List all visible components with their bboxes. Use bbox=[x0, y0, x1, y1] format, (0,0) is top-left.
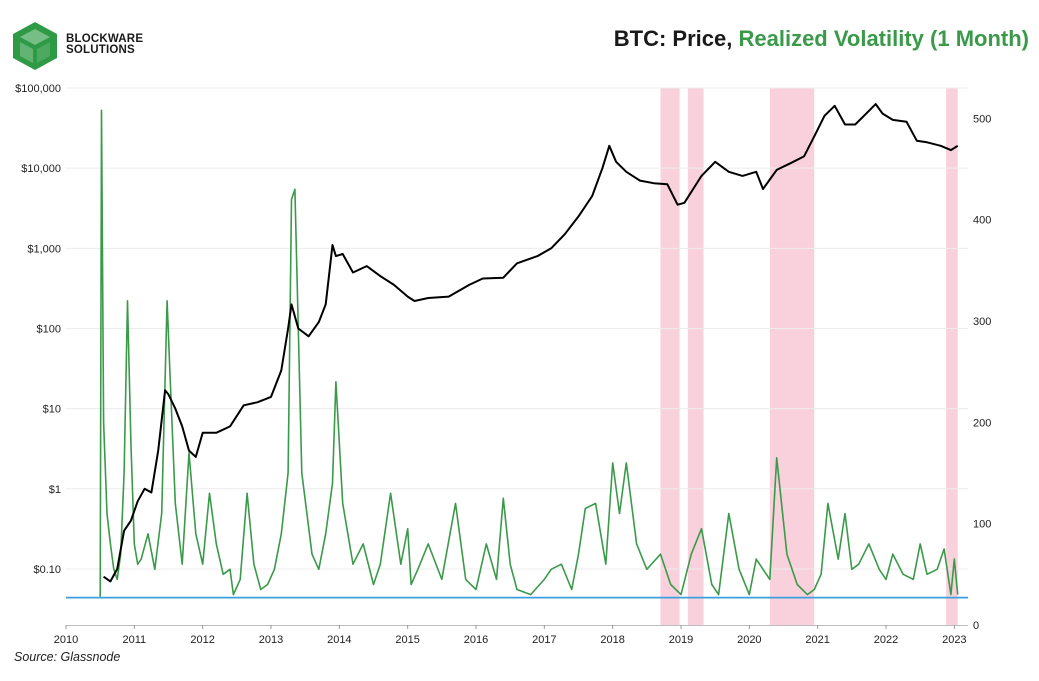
y-right-tick-label: 0 bbox=[973, 620, 979, 632]
x-tick-label: 2014 bbox=[327, 634, 351, 646]
brand-line-2: SOLUTIONS bbox=[66, 44, 135, 56]
y-left-tick-label: $1 bbox=[49, 484, 61, 496]
volatility-series bbox=[99, 109, 959, 597]
y-right-tick-label: 400 bbox=[973, 215, 991, 227]
y-left-tick-label: $10 bbox=[43, 404, 61, 416]
y-right-tick-label: 300 bbox=[973, 316, 991, 328]
left-axis-ticks: $0.10 $1 $10 $100 $1,000 $10,000 $100,000 bbox=[15, 83, 61, 576]
cube-top-face bbox=[20, 29, 50, 45]
x-tick-label: 2013 bbox=[259, 634, 283, 646]
brand-logo: BLOCKWARE SOLUTIONS bbox=[10, 20, 150, 72]
shaded-period-3 bbox=[946, 88, 958, 625]
shaded-period-2 bbox=[769, 88, 815, 625]
brand-line-1: BLOCKWARE bbox=[66, 33, 144, 45]
x-tick-label: 2011 bbox=[123, 634, 147, 646]
x-axis-ticks: 2010 2011 2012 2013 2014 2015 2016 2017 2018 2019… bbox=[54, 625, 967, 646]
x-tick-label: 2016 bbox=[464, 634, 488, 646]
y-left-tick-label: $100 bbox=[37, 323, 61, 335]
cube-left-face bbox=[20, 42, 33, 63]
chart-title-part-price: BTC: Price, bbox=[613, 26, 739, 51]
price-line bbox=[103, 103, 959, 583]
blockware-cube-icon bbox=[13, 22, 57, 70]
x-tick-label: 2012 bbox=[190, 634, 214, 646]
y-left-tick-label: $100,000 bbox=[15, 83, 61, 95]
y-left-tick-label: $1,000 bbox=[27, 243, 61, 255]
y-left-tick-label: $10,000 bbox=[21, 163, 61, 175]
shaded-period-1 bbox=[687, 88, 704, 625]
x-tick-label: 2020 bbox=[737, 634, 761, 646]
gridlines bbox=[66, 87, 968, 570]
x-tick-label: 2022 bbox=[874, 634, 898, 646]
cube-body bbox=[13, 22, 57, 70]
x-tick-label: 2019 bbox=[669, 634, 693, 646]
y-right-tick-label: 200 bbox=[973, 417, 991, 429]
x-tick-label: 2017 bbox=[532, 634, 556, 646]
y-right-tick-label: 100 bbox=[973, 519, 991, 531]
volatility-line bbox=[99, 109, 959, 597]
cube-right-face bbox=[37, 42, 50, 63]
x-tick-label: 2023 bbox=[942, 634, 966, 646]
source-note: Source: Glassnode bbox=[14, 650, 121, 664]
shaded-periods bbox=[660, 88, 958, 625]
price-series bbox=[103, 103, 959, 583]
x-tick-label: 2021 bbox=[805, 634, 829, 646]
chart-title-part-volatility: Realized Volatility (1 Month) bbox=[738, 26, 1029, 51]
brand-name: BLOCKWARE SOLUTIONS bbox=[66, 33, 144, 56]
shaded-period-0 bbox=[660, 88, 680, 625]
chart-title: BTC: Price, Realized Volatility (1 Month… bbox=[614, 26, 1029, 52]
right-axis-ticks: 0 100 200 300 400 500 bbox=[973, 113, 991, 632]
x-tick-label: 2010 bbox=[54, 634, 78, 646]
x-tick-label: 2015 bbox=[395, 634, 419, 646]
y-left-tick-label: $0.10 bbox=[33, 564, 61, 576]
x-tick-label: 2018 bbox=[600, 634, 624, 646]
y-right-tick-label: 500 bbox=[973, 113, 991, 125]
